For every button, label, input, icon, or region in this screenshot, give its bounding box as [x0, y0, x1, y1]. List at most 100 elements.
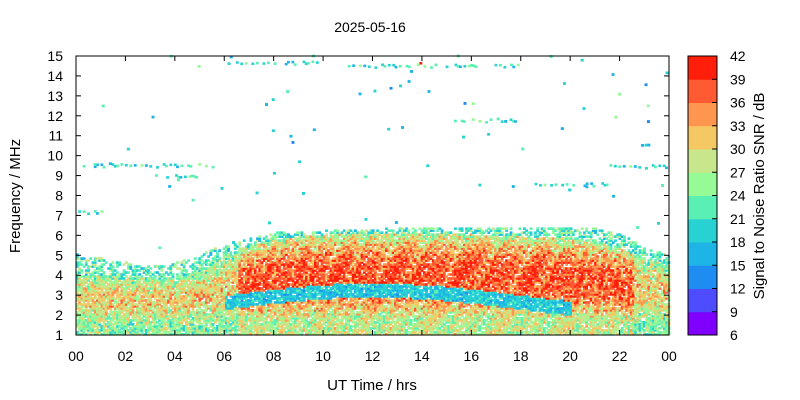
echo-cell — [353, 239, 357, 242]
echo-cell — [233, 275, 237, 278]
echo-cell — [147, 313, 150, 316]
echo-cell — [176, 277, 179, 280]
echo-cell — [209, 295, 213, 298]
echo-cell — [207, 295, 211, 298]
echo-cell — [333, 315, 337, 318]
echo-cell — [260, 253, 264, 256]
echo-cell — [104, 315, 108, 318]
echo-cell — [196, 327, 199, 330]
echo-cell — [296, 303, 299, 306]
echo-cell — [120, 301, 124, 304]
echo-cell — [320, 239, 324, 242]
echo-cell — [336, 237, 340, 240]
echo-cell — [253, 259, 257, 262]
echo-cell — [153, 327, 157, 330]
echo-cell — [136, 313, 139, 316]
echo-cell — [285, 237, 288, 240]
echo-cell — [164, 313, 168, 316]
echo-cell — [298, 317, 302, 320]
echo-cell — [207, 315, 211, 318]
echo-cell — [342, 333, 346, 336]
echo-cell — [307, 301, 311, 304]
echo-cell — [116, 301, 119, 304]
echo-cell — [362, 295, 366, 298]
echo-cell — [327, 271, 331, 274]
echo-cell — [227, 275, 231, 278]
echo-cell — [311, 267, 315, 270]
echo-cell — [273, 287, 277, 290]
echo-cell — [153, 289, 157, 292]
echo-cell — [153, 313, 157, 316]
echo-cell — [296, 295, 299, 298]
echo-cell — [327, 307, 331, 310]
echo-cell — [336, 313, 340, 316]
echo-cell — [260, 293, 264, 296]
echo-cell — [173, 281, 177, 284]
echo-cell — [207, 307, 211, 310]
echo-cell — [180, 333, 184, 336]
echo-cell — [285, 333, 288, 336]
echo-cell — [211, 309, 215, 312]
echo-cell — [233, 293, 237, 296]
echo-cell — [351, 239, 355, 242]
echo-cell — [80, 325, 84, 328]
echo-cell — [342, 325, 346, 328]
echo-cell — [280, 277, 284, 280]
echo-cell — [147, 277, 150, 280]
echo-cell — [236, 323, 239, 326]
echo-cell — [300, 295, 304, 298]
echo-cell — [313, 261, 317, 264]
echo-cell — [111, 333, 115, 336]
echo-cell — [256, 297, 259, 300]
echo-cell — [216, 285, 219, 288]
echo-cell — [276, 319, 279, 322]
echo-cell — [100, 325, 104, 328]
echo-cell — [325, 251, 328, 254]
echo-cell — [76, 303, 79, 306]
echo-cell — [198, 289, 202, 292]
echo-cell — [338, 305, 342, 308]
echo-cell — [82, 313, 86, 316]
echo-cell — [327, 281, 331, 284]
echo-cell — [258, 325, 262, 328]
echo-cell — [293, 281, 297, 284]
echo-cell — [367, 285, 371, 288]
echo-cell — [340, 287, 344, 290]
echo-cell — [247, 289, 251, 292]
echo-cell — [307, 315, 311, 318]
echo-cell — [76, 257, 79, 260]
echo-cell — [276, 241, 279, 244]
echo-cell — [140, 299, 144, 302]
echo-cell — [356, 289, 360, 292]
echo-cell — [336, 251, 340, 254]
echo-cell — [358, 235, 362, 238]
echo-cell — [251, 287, 255, 290]
echo-cell — [369, 303, 373, 306]
echo-cell — [265, 271, 268, 274]
echo-cell — [336, 271, 340, 274]
echo-cell — [140, 291, 144, 294]
echo-cell — [333, 289, 337, 292]
echo-cell — [287, 289, 291, 292]
echo-cell — [93, 329, 97, 332]
echo-cell — [129, 329, 133, 332]
echo-cell — [98, 265, 102, 268]
echo-cell — [307, 307, 311, 310]
echo-cell — [276, 321, 279, 324]
echo-cell — [298, 333, 302, 336]
echo-cell — [93, 261, 97, 264]
echo-cell — [356, 235, 360, 238]
echo-cell — [82, 291, 86, 294]
echo-cell — [133, 287, 137, 290]
echo-cell — [338, 327, 342, 330]
echo-cell — [302, 283, 306, 286]
echo-cell — [273, 273, 277, 276]
echo-cell — [207, 329, 211, 332]
echo-cell — [309, 301, 313, 304]
echo-cell — [140, 311, 144, 314]
echo-cell — [191, 279, 195, 282]
echo-cell — [320, 287, 324, 290]
echo-cell — [167, 319, 170, 322]
echo-cell — [240, 333, 244, 336]
echo-cell — [362, 251, 366, 254]
